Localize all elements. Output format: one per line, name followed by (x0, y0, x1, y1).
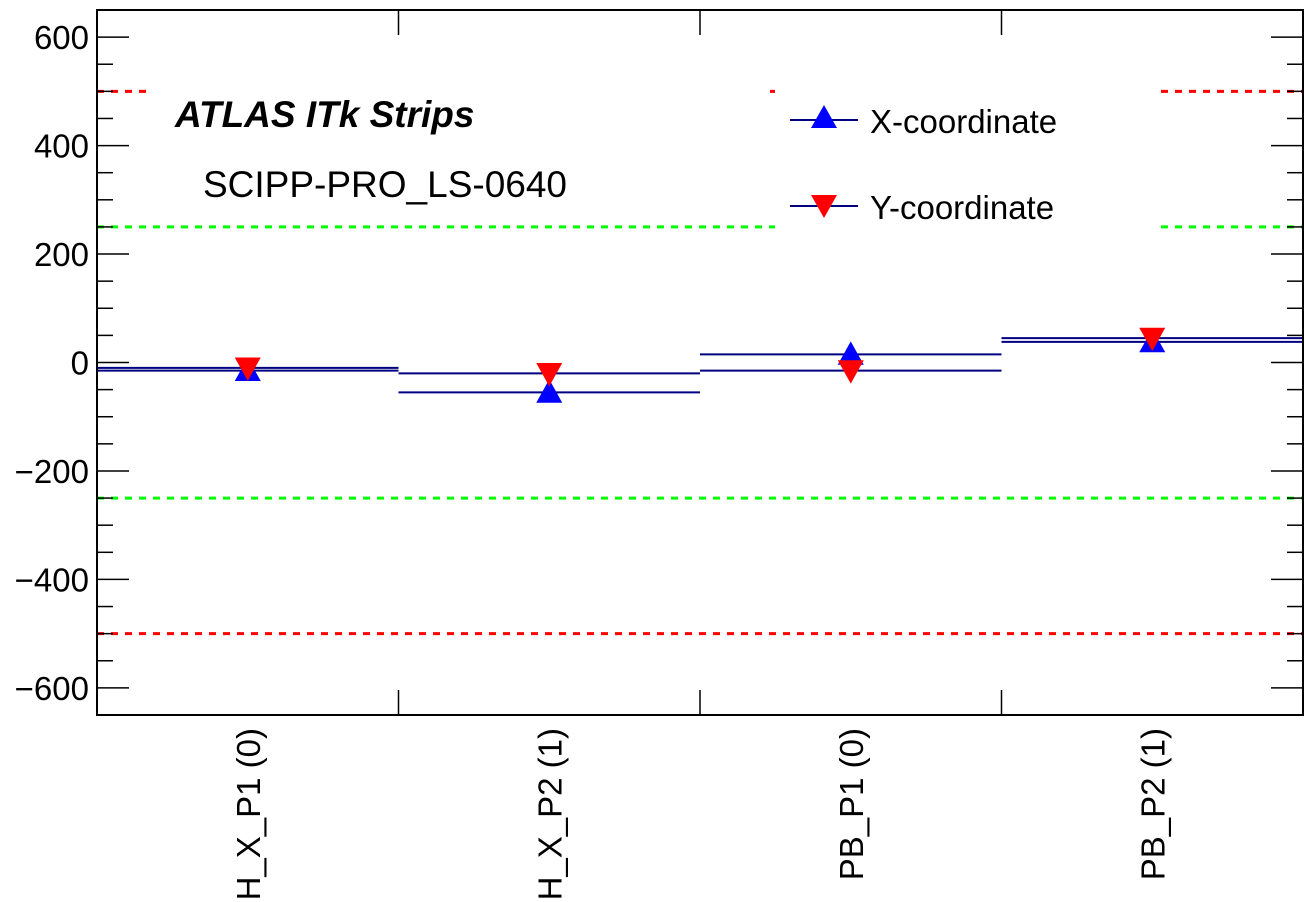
y-tick-label: 0 (71, 345, 89, 382)
data-lines (97, 337, 1303, 394)
legend: X-coordinate Y-coordinate (790, 103, 1057, 226)
y-axis-ticks (97, 9, 1303, 716)
legend-background (775, 85, 1155, 237)
series-0-point-2 (837, 341, 864, 365)
series-1-point-0 (234, 357, 261, 381)
y-tick-label: −600 (15, 670, 89, 707)
data-markers (234, 327, 1166, 403)
annotation-background (150, 85, 770, 225)
y-tick-label: −400 (15, 561, 89, 598)
series-1-point-3 (1139, 327, 1166, 352)
y-tick-label: 200 (34, 236, 89, 273)
x-axis-ticks (397, 10, 1003, 715)
series-1-point-1 (536, 362, 563, 387)
y-axis-tick-labels: −600 −400 −200 0 200 400 600 (15, 19, 89, 707)
y-tick-label: 400 (34, 128, 89, 165)
module-label: SCIPP-PRO_LS-0640 (203, 164, 567, 205)
y-tick-label: −200 (15, 453, 89, 490)
x-tick-label: PB_P1 (0) (833, 728, 870, 880)
series-1-point-2 (837, 360, 864, 384)
experiment-label: ATLAS ITk Strips (174, 94, 474, 135)
legend-marker-y (811, 195, 837, 218)
legend-label-y: Y-coordinate (870, 189, 1054, 226)
x-axis-tick-labels: H_X_P1 (0) H_X_P2 (1) PB_P1 (0) PB_P2 (1) (230, 728, 1172, 900)
y-tick-label: 600 (34, 19, 89, 56)
legend-marker-x (811, 105, 837, 128)
series-0-point-1 (536, 379, 563, 403)
x-tick-label: H_X_P1 (0) (230, 728, 267, 900)
x-tick-label: PB_P2 (1) (1134, 728, 1171, 880)
x-tick-label: H_X_P2 (1) (531, 728, 568, 900)
legend-label-x: X-coordinate (870, 103, 1057, 140)
